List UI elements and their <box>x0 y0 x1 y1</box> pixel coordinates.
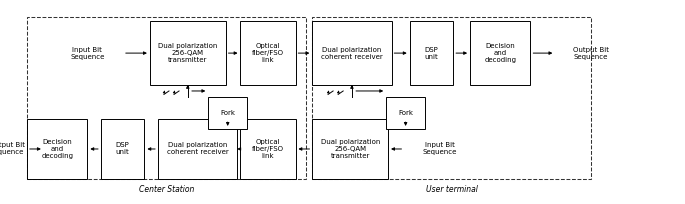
FancyBboxPatch shape <box>158 119 237 179</box>
FancyBboxPatch shape <box>312 21 392 85</box>
Text: Fork: Fork <box>398 110 413 116</box>
Text: Decision
and
decoding: Decision and decoding <box>484 43 516 63</box>
Text: Dual polarization
256-QAM
transmitter: Dual polarization 256-QAM transmitter <box>158 43 217 63</box>
FancyBboxPatch shape <box>208 97 247 129</box>
Text: Input Bit
Sequence: Input Bit Sequence <box>423 142 457 155</box>
FancyBboxPatch shape <box>240 119 295 179</box>
Text: Dual polarization
256-QAM
transmitter: Dual polarization 256-QAM transmitter <box>321 139 380 159</box>
Text: Fork: Fork <box>220 110 235 116</box>
FancyBboxPatch shape <box>101 119 145 179</box>
FancyBboxPatch shape <box>386 97 425 129</box>
Text: Dual polarization
coherent receiver: Dual polarization coherent receiver <box>321 47 383 60</box>
Text: DSP
unit: DSP unit <box>116 142 129 155</box>
Text: Input Bit
Sequence: Input Bit Sequence <box>71 47 105 60</box>
FancyBboxPatch shape <box>410 21 453 85</box>
FancyBboxPatch shape <box>150 21 225 85</box>
Text: Output Bit
Sequence: Output Bit Sequence <box>0 142 25 155</box>
FancyBboxPatch shape <box>27 119 88 179</box>
Text: Optical
fiber/FSO
link: Optical fiber/FSO link <box>252 139 284 159</box>
Text: Output Bit
Sequence: Output Bit Sequence <box>573 47 609 60</box>
Text: Dual polarization
coherent receiver: Dual polarization coherent receiver <box>166 142 228 155</box>
FancyBboxPatch shape <box>240 21 295 85</box>
Text: Optical
fiber/FSO
link: Optical fiber/FSO link <box>252 43 284 63</box>
Text: Decision
and
decoding: Decision and decoding <box>41 139 73 159</box>
Text: User terminal: User terminal <box>426 185 478 194</box>
FancyBboxPatch shape <box>470 21 530 85</box>
Text: DSP
unit: DSP unit <box>425 47 438 60</box>
FancyBboxPatch shape <box>312 119 388 179</box>
Text: Center Station: Center Station <box>139 185 195 194</box>
